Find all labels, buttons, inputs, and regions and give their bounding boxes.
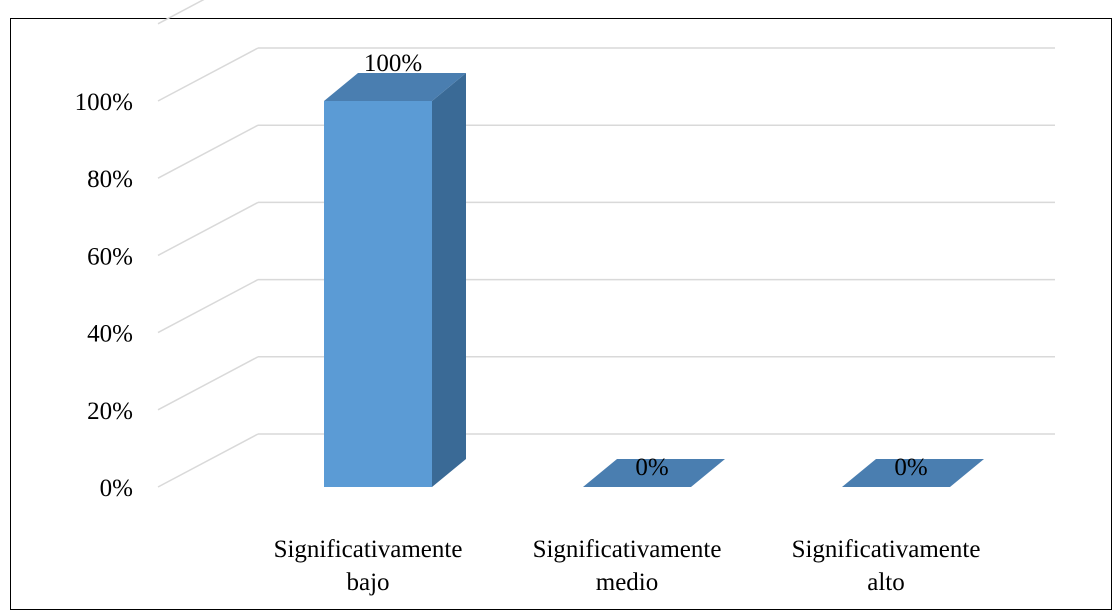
category-label: alto	[867, 569, 905, 596]
data-label: 0%	[894, 454, 927, 481]
bar-top	[324, 73, 466, 101]
data-labels: 100% 0% 0%	[364, 50, 928, 481]
bar-front	[324, 101, 432, 487]
gridline-diagonal	[157, 433, 259, 488]
bar-top	[583, 459, 725, 487]
bar-top	[842, 459, 984, 487]
y-tick-label: 80%	[87, 166, 133, 193]
category-label: bajo	[346, 569, 389, 596]
y-tick-label: 100%	[75, 89, 133, 116]
y-tick-label: 20%	[87, 398, 133, 425]
bar	[583, 459, 725, 487]
bar-side	[432, 73, 466, 487]
data-label: 0%	[635, 454, 668, 481]
y-axis: 0% 20% 40% 60% 80% 100%	[75, 89, 133, 502]
data-label: 100%	[364, 50, 422, 77]
y-tick-label: 40%	[87, 321, 133, 348]
grid-lines	[157, 0, 1055, 488]
bars	[324, 73, 984, 487]
x-axis-categories: Significativamente bajo Significativamente…	[274, 536, 981, 596]
y-tick-label: 0%	[100, 475, 133, 502]
gridline-diagonal	[157, 124, 259, 179]
category-label: Significativamente	[533, 536, 722, 563]
gridline-diagonal	[157, 0, 205, 25]
category-label: Significativamente	[792, 536, 981, 563]
y-tick-label: 60%	[87, 243, 133, 270]
gridline-diagonal	[157, 356, 259, 411]
bar	[324, 73, 466, 487]
bar	[842, 459, 984, 487]
gridline-diagonal	[157, 47, 259, 102]
gridline-diagonal	[157, 201, 259, 257]
category-label: medio	[596, 569, 659, 596]
gridline-diagonal	[157, 278, 259, 334]
category-label: Significativamente	[274, 536, 463, 563]
